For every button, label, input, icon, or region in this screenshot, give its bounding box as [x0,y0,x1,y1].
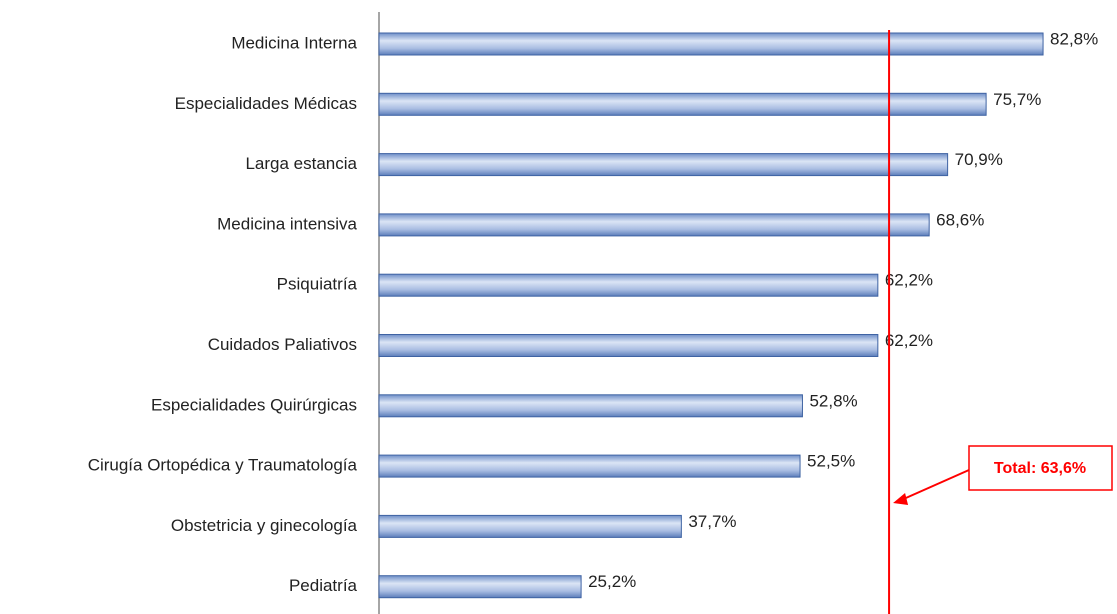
y-tick-label: Cuidados Paliativos [208,335,357,354]
value-label: 52,8% [809,391,857,410]
y-tick-label: Medicina intensiva [217,214,357,233]
annotation-box [968,445,1113,491]
bar [378,514,682,538]
y-tick-label: Especialidades Quirúrgicas [151,395,357,414]
y-tick-label: Especialidades Médicas [175,94,357,113]
value-label: 70,9% [955,150,1003,169]
y-tick-label: Psiquiatría [277,275,358,294]
bar [378,394,803,418]
value-label: 52,5% [807,452,855,471]
y-tick-label: Larga estancia [245,154,357,173]
bar [378,334,879,357]
value-label: 62,2% [885,271,933,290]
bar [378,32,1044,56]
annotation-arrow [898,469,970,502]
value-label: 82,8% [1050,29,1098,48]
y-tick-label: Obstetricia y ginecología [171,516,358,535]
bar [378,213,930,237]
annotation-label: Total: 63,6% [994,460,1086,477]
y-tick-label: Medicina Interna [231,33,357,52]
bar [378,92,987,116]
bar [378,575,582,599]
bar [378,454,801,478]
bar [378,153,949,177]
value-label: 68,6% [936,210,984,229]
y-tick-label: Pediatría [289,576,358,595]
annotation-arrowhead [893,493,909,505]
value-label: 25,2% [588,572,636,591]
y-tick-label: Cirugía Ortopédica y Traumatología [88,456,358,475]
value-label: 75,7% [993,90,1041,109]
value-label: 37,7% [688,512,736,531]
bar [378,273,879,297]
value-label: 62,2% [885,331,933,350]
